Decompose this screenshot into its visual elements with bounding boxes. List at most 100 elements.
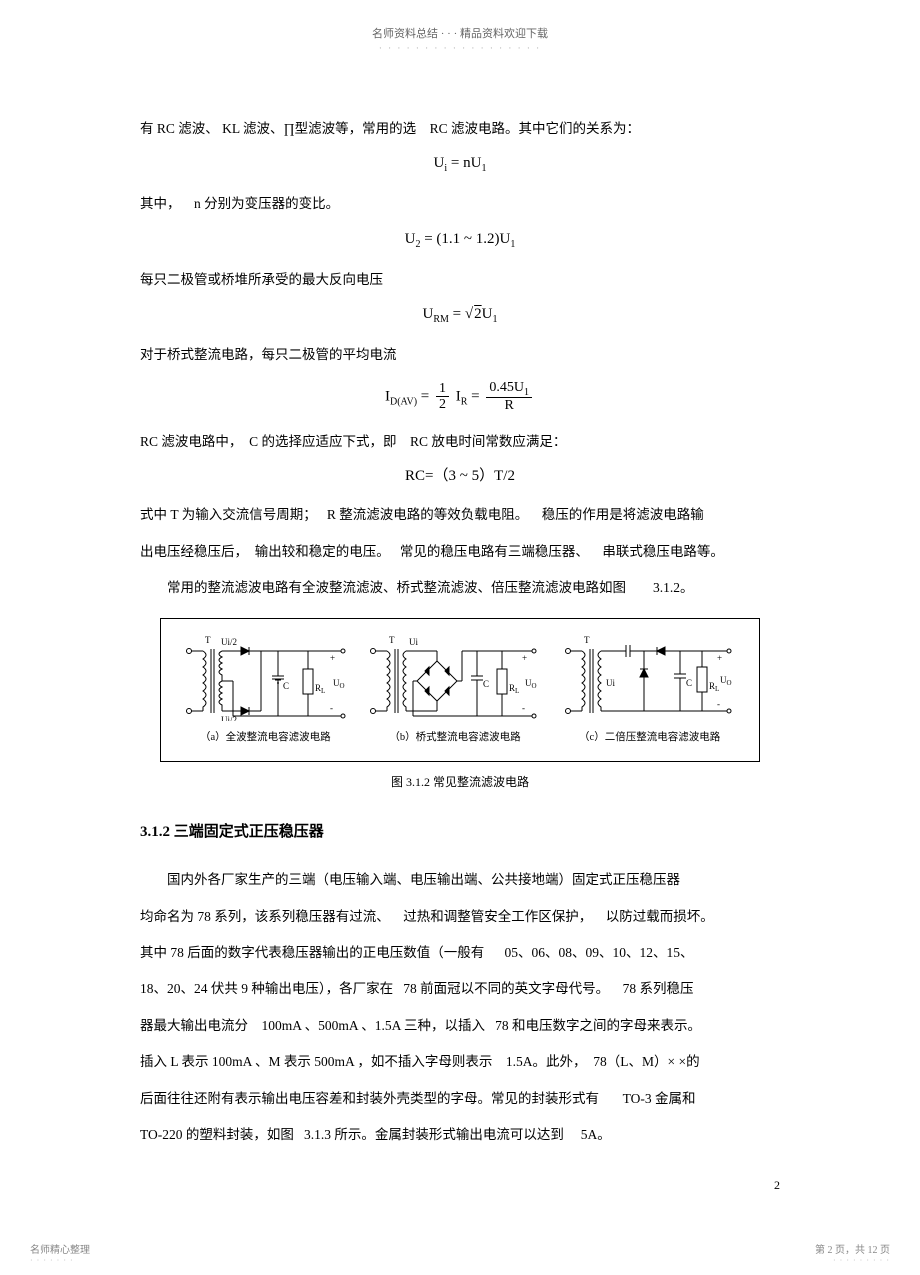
page-header: 名师资料总结 · · · 精品资料欢迎下载 · · · · · · · · · … xyxy=(0,0,920,53)
figure-main-caption: 图 3.1.2 常见整流滤波电路 xyxy=(140,768,780,797)
svg-text:+: + xyxy=(522,653,527,663)
svg-text:Ui/2: Ui/2 xyxy=(221,637,237,647)
text: 3.1.2。 xyxy=(653,580,694,595)
paragraph: 器最大输出电流分 100mA 、500mA 、1.5A 三种，以插入 78 和电… xyxy=(140,1010,780,1042)
text: RC 滤波电路中， xyxy=(140,434,242,449)
formula-3: URM = √2U1 xyxy=(140,304,780,327)
text: RC 滤波电路。其中它们的关系为： xyxy=(430,121,640,136)
formula-5: RC=（3 ~ 5）T/2 xyxy=(140,466,780,487)
text: 稳压的作用是将滤波电路输 xyxy=(542,507,704,522)
text: R 整流滤波电路的等效负载电阻。 xyxy=(327,507,528,522)
circuit-b-svg: T Ui C RL + - UO xyxy=(367,631,542,721)
text: 后面往往还附有表示输出电压容差和封装外壳类型的字母。常见的封装形式有 xyxy=(140,1091,599,1106)
circuit-c-caption: （c）二倍压整流电容滤波电路 xyxy=(579,725,720,750)
text: 78 前面冠以不同的英文字母代号。 xyxy=(403,981,609,996)
circuit-c: T Ui C RL + - UO （c）二倍压整流电容滤波电路 xyxy=(562,631,737,750)
text: 均命名为 78 系列，该系列稳压器有过流、 xyxy=(140,909,390,924)
svg-text:C: C xyxy=(483,679,489,689)
svg-text:-: - xyxy=(717,699,720,709)
text: 过热和调整管安全工作区保护， xyxy=(403,909,592,924)
text: 输出较和稳定的电压。 xyxy=(255,544,390,559)
text: C 的选择应适应下式，即 xyxy=(249,434,396,449)
header-title: 名师资料总结 · · · 精品资料欢迎下载 xyxy=(0,25,920,41)
circuit-a-caption: （a）全波整流电容滤波电路 xyxy=(200,725,331,750)
paragraph: TO-220 的塑料封装，如图 3.1.3 所示。金属封装形式输出电流可以达到 … xyxy=(140,1119,780,1151)
text: 常见的稳压电路有三端稳压器、 xyxy=(400,544,589,559)
svg-text:RL: RL xyxy=(709,681,719,693)
paragraph: 式中 T 为输入交流信号周期； R 整流滤波电路的等效负载电阻。 稳压的作用是将… xyxy=(140,499,780,531)
text: 5A。 xyxy=(581,1127,611,1142)
svg-text:-: - xyxy=(522,703,525,713)
text: n 分别为变压器的变比。 xyxy=(194,196,339,211)
svg-text:Ui/2: Ui/2 xyxy=(221,715,237,721)
text: 其中， xyxy=(140,196,181,211)
svg-text:UO: UO xyxy=(720,675,732,687)
paragraph: 其中， n 分别为变压器的变比。 xyxy=(140,188,780,220)
svg-text:T: T xyxy=(584,635,590,645)
paragraph: 常用的整流滤波电路有全波整流滤波、桥式整流滤波、倍压整流滤波电路如图 3.1.2… xyxy=(140,572,780,604)
paragraph: 后面往往还附有表示输出电压容差和封装外壳类型的字母。常见的封装形式有 TO-3 … xyxy=(140,1083,780,1115)
circuit-c-svg: T Ui C RL + - UO xyxy=(562,631,737,721)
footer-left-dots: · · · · · · · xyxy=(30,1256,90,1265)
footer-right-dots: · · · · · · · · · xyxy=(815,1256,890,1265)
paragraph: 其中 78 后面的数字代表稳压器输出的正电压数值（一般有 05、06、08、09… xyxy=(140,937,780,969)
circuit-b-caption: （b）桥式整流电容滤波电路 xyxy=(389,725,520,750)
paragraph: 有 RC 滤波、 KL 滤波、∏型滤波等，常用的选 RC 滤波电路。其中它们的关… xyxy=(140,113,780,145)
footer-left: 名师精心整理 · · · · · · · xyxy=(30,1241,90,1265)
text: 其中 78 后面的数字代表稳压器输出的正电压数值（一般有 xyxy=(140,945,484,960)
section-title: 3.1.2 三端固定式正压稳压器 xyxy=(140,814,780,850)
paragraph: 18、20、24 伏共 9 种输出电压），各厂家在 78 前面冠以不同的英文字母… xyxy=(140,973,780,1005)
svg-text:+: + xyxy=(330,653,335,663)
text: 式中 T 为输入交流信号周期； xyxy=(140,507,317,522)
page-content: 有 RC 滤波、 KL 滤波、∏型滤波等，常用的选 RC 滤波电路。其中它们的关… xyxy=(0,53,920,1151)
text: 有 RC 滤波、 KL 滤波、∏型滤波等，常用的选 xyxy=(140,121,416,136)
text: 78 和电压数字之间的字母来表示。 xyxy=(495,1018,701,1033)
circuit-a: T Ui/2 Ui/2 C RL + - UO （a）全波整流电容滤波电路 xyxy=(183,631,348,750)
text: 以防过载而损坏。 xyxy=(606,909,714,924)
svg-text:+: + xyxy=(717,653,722,663)
svg-text:C: C xyxy=(283,681,289,691)
formula-2: U2 = (1.1 ~ 1.2)U1 xyxy=(140,229,780,252)
text: 3.1.3 所示。金属封装形式输出电流可以达到 xyxy=(304,1127,564,1142)
svg-text:RL: RL xyxy=(315,683,325,695)
text: 100mA 、500mA 、1.5A 三种，以插入 xyxy=(262,1018,486,1033)
svg-text:T: T xyxy=(389,635,395,645)
circuit-b: T Ui C RL + - UO （b）桥式整流电容滤波电路 xyxy=(367,631,542,750)
text: 常用的整流滤波电路有全波整流滤波、桥式整流滤波、倍压整流滤波电路如图 xyxy=(167,580,626,595)
circuit-a-svg: T Ui/2 Ui/2 C RL + - UO xyxy=(183,631,348,721)
text: TO-3 金属和 xyxy=(623,1091,696,1106)
paragraph: 插入 L 表示 100mA 、M 表示 500mA ，如不插入字母则表示 1.5… xyxy=(140,1046,780,1078)
footer-right-text: 第 2 页，共 12 页 xyxy=(815,1241,890,1256)
text: 器最大输出电流分 xyxy=(140,1018,248,1033)
formula-4: ID(AV) = 12 IR = 0.45U1R xyxy=(140,380,780,414)
text: 78（L、M）× ×的 xyxy=(593,1054,699,1069)
svg-text:Ui: Ui xyxy=(606,678,615,688)
figure-3-1-2: T Ui/2 Ui/2 C RL + - UO （a）全波整流电容滤波电路 xyxy=(160,618,760,761)
paragraph: 出电压经稳压后， 输出较和稳定的电压。 常见的稳压电路有三端稳压器、 串联式稳压… xyxy=(140,536,780,568)
svg-text:C: C xyxy=(686,678,692,688)
paragraph: 对于桥式整流电路，每只二极管的平均电流 xyxy=(140,339,780,371)
formula-1: Ui = nU1 xyxy=(140,153,780,176)
text: 串联式稳压电路等。 xyxy=(602,544,724,559)
text: 18、20、24 伏共 9 种输出电压），各厂家在 xyxy=(140,981,393,996)
text: 05、06、08、09、10、12、15、 xyxy=(505,945,694,960)
svg-text:Ui: Ui xyxy=(409,637,418,647)
svg-text:UO: UO xyxy=(525,678,537,690)
page-number: 2 xyxy=(774,1178,780,1193)
text: RC 放电时间常数应满足： xyxy=(410,434,566,449)
svg-text:-: - xyxy=(330,703,333,713)
paragraph: RC 滤波电路中， C 的选择应适应下式，即 RC 放电时间常数应满足： xyxy=(140,426,780,458)
svg-text:T: T xyxy=(205,635,211,645)
footer-right: 第 2 页，共 12 页 · · · · · · · · · xyxy=(815,1241,890,1265)
text: 78 系列稳压 xyxy=(623,981,694,996)
text: TO-220 的塑料封装，如图 xyxy=(140,1127,294,1142)
header-dots: · · · · · · · · · · · · · · · · · · xyxy=(0,43,920,53)
text: 1.5A。此外， xyxy=(506,1054,587,1069)
footer-left-text: 名师精心整理 xyxy=(30,1241,90,1256)
text: 出电压经稳压后， xyxy=(140,544,248,559)
svg-text:UO: UO xyxy=(333,678,345,690)
paragraph: 国内外各厂家生产的三端（电压输入端、电压输出端、公共接地端）固定式正压稳压器 xyxy=(140,864,780,896)
text: 插入 L 表示 100mA 、M 表示 500mA ，如不插入字母则表示 xyxy=(140,1054,492,1069)
paragraph: 均命名为 78 系列，该系列稳压器有过流、 过热和调整管安全工作区保护， 以防过… xyxy=(140,901,780,933)
paragraph: 每只二极管或桥堆所承受的最大反向电压 xyxy=(140,264,780,296)
